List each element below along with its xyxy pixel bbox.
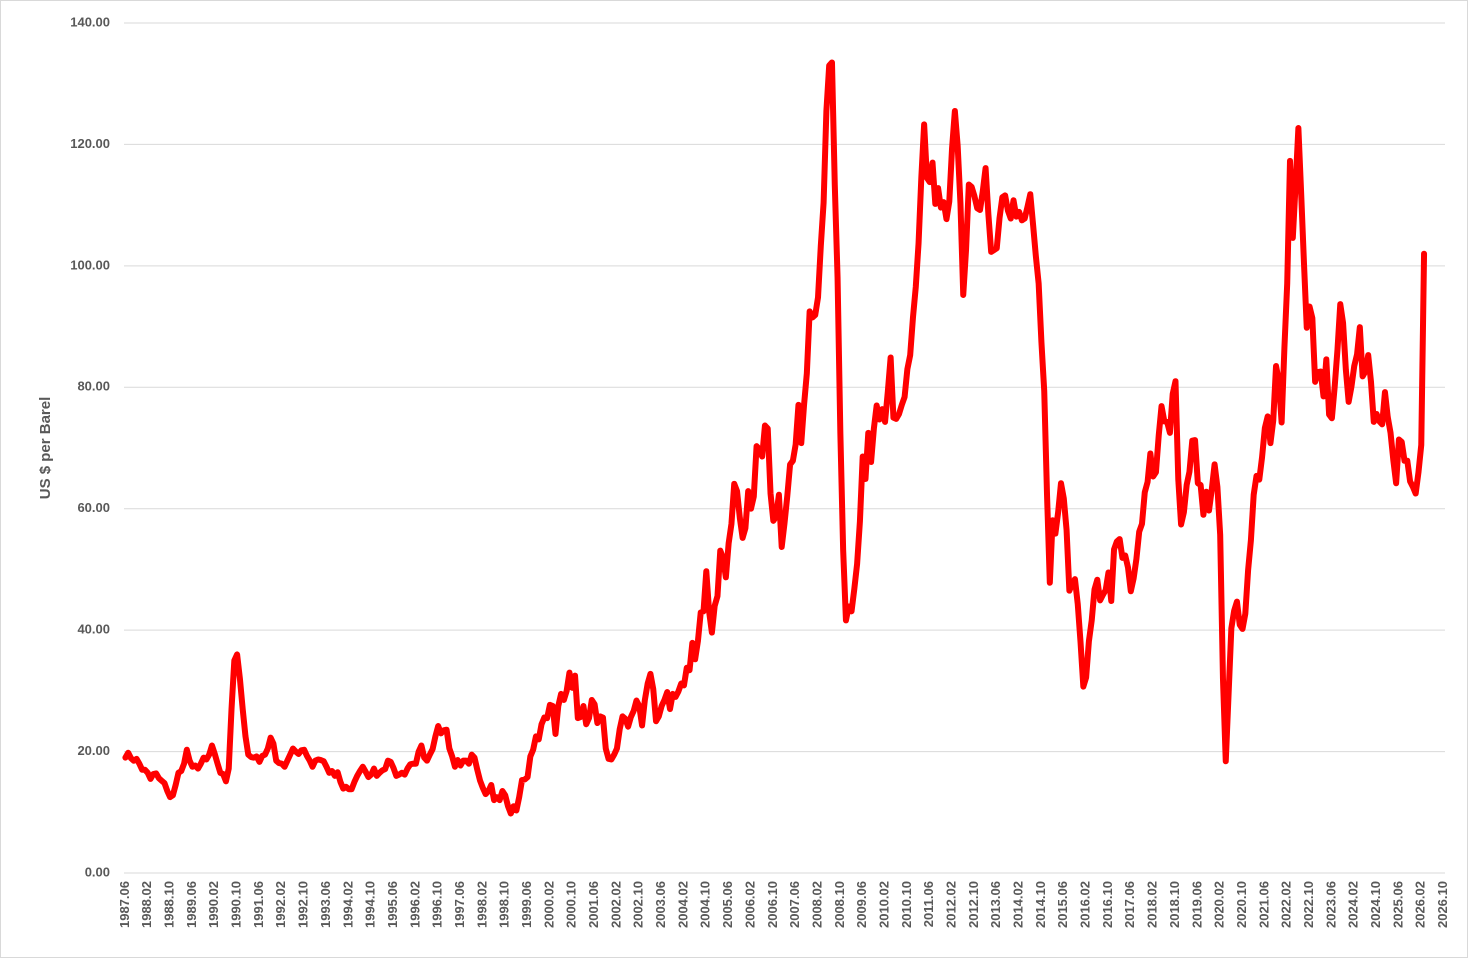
x-tick-label: 2004.02 (675, 881, 690, 928)
x-tick-label: 2025.06 (1390, 881, 1405, 928)
y-tick-label: 100.00 (70, 257, 110, 272)
x-tick-label: 2019.06 (1189, 881, 1204, 928)
x-tick-label: 2003.06 (653, 881, 668, 928)
x-tick-label: 1996.10 (430, 881, 445, 928)
x-tick-label: 1987.06 (117, 881, 132, 928)
x-tick-label: 2024.02 (1346, 881, 1361, 928)
x-tick-label: 1999.06 (519, 881, 534, 928)
y-tick-label: 0.00 (85, 864, 110, 879)
x-tick-label: 2020.02 (1212, 881, 1227, 928)
x-tick-label: 2011.06 (921, 881, 936, 927)
x-tick-label: 2012.10 (966, 881, 981, 928)
y-tick-label: 140.00 (70, 14, 110, 29)
x-tick-label: 2016.10 (1100, 881, 1115, 928)
x-tick-label: 2024.10 (1368, 881, 1383, 928)
x-tick-label: 2021.06 (1256, 881, 1271, 928)
x-tick-label: 2005.06 (720, 881, 735, 928)
y-tick-label: 40.00 (77, 622, 110, 637)
x-tick-label: 2001.06 (586, 881, 601, 928)
x-tick-label: 2002.02 (608, 881, 623, 928)
x-tick-label: 1994.10 (363, 881, 378, 928)
y-axis-label: US $ per Barel (37, 397, 54, 500)
x-tick-label: 1998.10 (497, 881, 512, 928)
x-tick-label: 2026.10 (1435, 881, 1450, 928)
x-tick-label: 2022.10 (1301, 881, 1316, 928)
x-tick-label: 2007.06 (787, 881, 802, 928)
x-tick-label: 2016.02 (1078, 881, 1093, 928)
x-tick-label: 1994.02 (340, 881, 355, 928)
x-tick-label: 2006.02 (742, 881, 757, 928)
x-tick-label: 1991.06 (251, 881, 266, 928)
x-tick-label: 2017.06 (1122, 881, 1137, 928)
x-tick-label: 2015.06 (1055, 881, 1070, 928)
x-tick-label: 1988.02 (139, 881, 154, 928)
x-tick-label: 1990.10 (229, 881, 244, 928)
x-tick-label: 2008.10 (832, 881, 847, 928)
x-tick-label: 2018.02 (1145, 881, 1160, 928)
x-tick-label: 1998.02 (474, 881, 489, 928)
x-tick-label: 2023.06 (1323, 881, 1338, 928)
y-tick-label: 80.00 (77, 379, 110, 394)
x-tick-label: 2006.10 (765, 881, 780, 928)
x-tick-label: 1988.10 (162, 881, 177, 928)
x-tick-label: 2022.02 (1279, 881, 1294, 928)
x-tick-label: 1993.06 (318, 881, 333, 928)
x-tick-label: 2014.02 (1011, 881, 1026, 928)
y-tick-label: 20.00 (77, 743, 110, 758)
x-tick-label: 1996.02 (407, 881, 422, 928)
x-tick-label: 1992.02 (273, 881, 288, 928)
x-tick-label: 2008.02 (809, 881, 824, 928)
y-tick-label: 120.00 (70, 136, 110, 151)
x-tick-label: 2012.02 (944, 881, 959, 928)
x-tick-label: 1989.06 (184, 881, 199, 928)
x-tick-label: 1992.10 (296, 881, 311, 928)
x-tick-label: 2010.02 (876, 881, 891, 928)
x-tick-label: 2014.10 (1033, 881, 1048, 928)
x-tick-label: 2020.10 (1234, 881, 1249, 928)
x-tick-label: 1997.06 (452, 881, 467, 928)
x-tick-label: 2018.10 (1167, 881, 1182, 928)
x-tick-label: 2004.10 (698, 881, 713, 928)
x-tick-label: 2026.02 (1413, 881, 1428, 928)
x-tick-label: 1990.02 (206, 881, 221, 928)
x-tick-label: 2013.06 (988, 881, 1003, 928)
data-line (122, 59, 1428, 817)
x-tick-label: 2010.10 (899, 881, 914, 928)
x-tick-label: 2000.10 (564, 881, 579, 928)
y-tick-label: 60.00 (77, 500, 110, 515)
x-tick-label: 2000.02 (541, 881, 556, 928)
x-tick-label: 1995.06 (385, 881, 400, 928)
x-tick-label: 2009.06 (854, 881, 869, 928)
x-tick-label: 2002.10 (631, 881, 646, 928)
